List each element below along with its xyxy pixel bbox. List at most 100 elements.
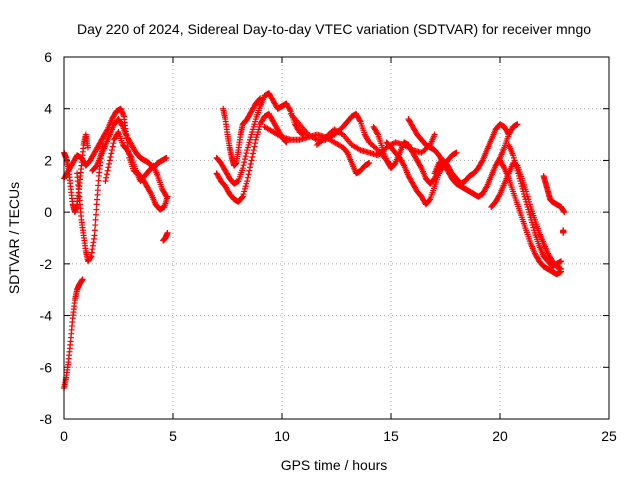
- data-point: [108, 150, 115, 157]
- data-point: [558, 268, 565, 275]
- data-point: [247, 164, 254, 171]
- data-point: [164, 229, 171, 236]
- y-tick-labels: -8 -6 -4 -2 0 2 4 6: [40, 49, 53, 427]
- grid-lines: [64, 57, 609, 419]
- y-tick-label: -8: [40, 411, 53, 427]
- x-tick-labels: 0 5 10 15 20 25: [60, 428, 617, 444]
- series-s5: [89, 116, 170, 174]
- data-point: [426, 197, 433, 204]
- data-point: [505, 131, 512, 138]
- x-tick-label: 10: [274, 428, 290, 444]
- data-point: [79, 276, 86, 283]
- data-point: [483, 184, 490, 191]
- series-s8: [213, 110, 290, 205]
- data-point: [246, 167, 253, 174]
- data-point: [245, 171, 252, 178]
- series-s16: [405, 116, 521, 200]
- data-point: [244, 178, 251, 185]
- data-point: [102, 178, 109, 185]
- data-point: [163, 193, 170, 200]
- y-tick-label: 6: [44, 49, 52, 65]
- series-s19: [497, 157, 565, 278]
- data-point: [104, 167, 111, 174]
- data-point: [558, 258, 565, 265]
- data-point: [251, 143, 258, 150]
- data-point: [119, 122, 126, 129]
- series-s7: [160, 229, 171, 244]
- data-point: [257, 95, 264, 102]
- data-point: [286, 107, 293, 114]
- series-s20: [505, 141, 565, 270]
- series-s21: [540, 172, 568, 216]
- data-point: [162, 192, 169, 199]
- data-point: [107, 153, 114, 160]
- data-point: [239, 165, 246, 172]
- data-point: [106, 160, 113, 167]
- data-point: [109, 143, 116, 150]
- data-point: [84, 144, 91, 151]
- data-point: [478, 158, 485, 165]
- data-point: [103, 174, 110, 181]
- plot-frame: [63, 56, 610, 420]
- data-point: [108, 147, 115, 154]
- series-s10: [220, 95, 264, 169]
- data-point: [110, 140, 117, 147]
- series-s17: [431, 121, 512, 187]
- data-point: [504, 130, 511, 137]
- series-s1: [61, 276, 86, 391]
- data-point: [356, 117, 363, 124]
- data-point: [374, 130, 381, 137]
- x-tick-label: 15: [383, 428, 399, 444]
- data-series: [61, 90, 568, 391]
- x-tick-label: 20: [492, 428, 508, 444]
- data-point: [244, 174, 251, 181]
- data-point: [400, 161, 407, 168]
- data-point: [163, 154, 170, 161]
- data-point: [496, 192, 503, 199]
- tick-marks: [63, 56, 610, 420]
- data-point: [106, 157, 113, 164]
- x-axis-label: GPS time / hours: [281, 457, 388, 473]
- data-point: [256, 96, 263, 103]
- y-tick-label: 0: [44, 204, 52, 220]
- y-tick-label: -2: [40, 256, 53, 272]
- data-point: [514, 121, 521, 128]
- y-tick-label: 4: [44, 101, 52, 117]
- data-point: [127, 153, 134, 160]
- data-point: [249, 153, 256, 160]
- data-point: [91, 232, 98, 239]
- data-point: [250, 147, 257, 154]
- series-s22: [560, 227, 567, 236]
- series-s6: [102, 128, 170, 200]
- y-tick-label: -6: [40, 359, 53, 375]
- data-point: [453, 149, 460, 156]
- data-point: [366, 160, 373, 167]
- x-tick-label: 0: [60, 428, 68, 444]
- series-s18: [488, 160, 565, 273]
- data-point: [500, 163, 507, 170]
- data-point: [249, 150, 256, 157]
- y-axis-label: SDTVAR / TECUs: [6, 182, 22, 294]
- data-point: [241, 156, 248, 163]
- data-point: [248, 157, 255, 164]
- data-point: [103, 171, 110, 178]
- data-point: [240, 162, 247, 169]
- data-point: [560, 229, 567, 236]
- data-point: [242, 153, 249, 160]
- data-point: [431, 131, 438, 138]
- data-point: [247, 160, 254, 167]
- data-point: [93, 206, 100, 213]
- data-point: [92, 211, 99, 218]
- data-point: [417, 163, 424, 170]
- series-s9: [213, 90, 307, 187]
- data-point: [92, 216, 99, 223]
- data-point: [252, 140, 259, 147]
- data-point: [561, 209, 568, 216]
- data-point: [243, 150, 250, 157]
- series-s11: [261, 123, 373, 177]
- x-tick-label: 5: [169, 428, 177, 444]
- y-tick-label: 2: [44, 152, 52, 168]
- data-point: [92, 222, 99, 229]
- data-point: [239, 194, 246, 201]
